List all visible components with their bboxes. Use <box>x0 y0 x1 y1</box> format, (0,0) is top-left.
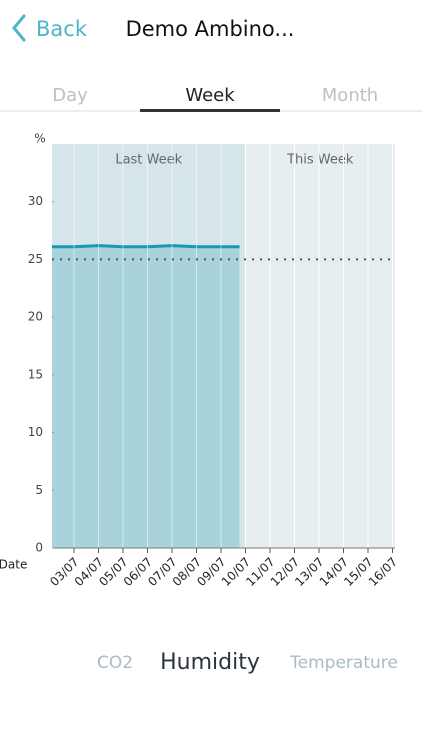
page-title: Demo Ambino... <box>126 17 295 41</box>
y-tick-label: 0 <box>35 541 43 555</box>
back-chevron[interactable] <box>12 14 26 42</box>
tab-underline <box>140 109 280 112</box>
metric-tabs: CO2 Humidity Temperature <box>97 650 398 675</box>
tab[interactable]: Month <box>322 85 378 106</box>
tab[interactable]: Day <box>52 85 88 106</box>
chart: Last Week This Week03/0704/0705/0706/0707… <box>0 132 400 590</box>
x-tick-label: 16/07 <box>366 555 400 589</box>
metric-tab[interactable]: CO2 <box>97 653 133 673</box>
x-axis-label: Date <box>0 558 27 572</box>
y-axis-label: % <box>34 132 45 146</box>
y-tick-label: 25 <box>28 252 43 266</box>
y-tick-label: 10 <box>28 425 43 439</box>
region-label: Last Week <box>115 153 182 168</box>
y-tick-label: 15 <box>28 367 43 381</box>
back-button[interactable]: Back <box>36 17 88 41</box>
tabs: Day Week Month <box>52 85 378 112</box>
humidity-line <box>52 244 240 249</box>
y-tick-label: 5 <box>35 483 43 497</box>
y-tick-label: 20 <box>28 310 43 324</box>
tab[interactable]: Week <box>185 85 235 106</box>
region-this-week <box>245 144 395 548</box>
y-tick-label: 30 <box>28 194 43 208</box>
humidity-area <box>52 245 240 548</box>
metric-tab[interactable]: Humidity <box>160 650 260 675</box>
region-label: This Week <box>286 153 354 168</box>
metric-tab[interactable]: Temperature <box>289 653 398 673</box>
